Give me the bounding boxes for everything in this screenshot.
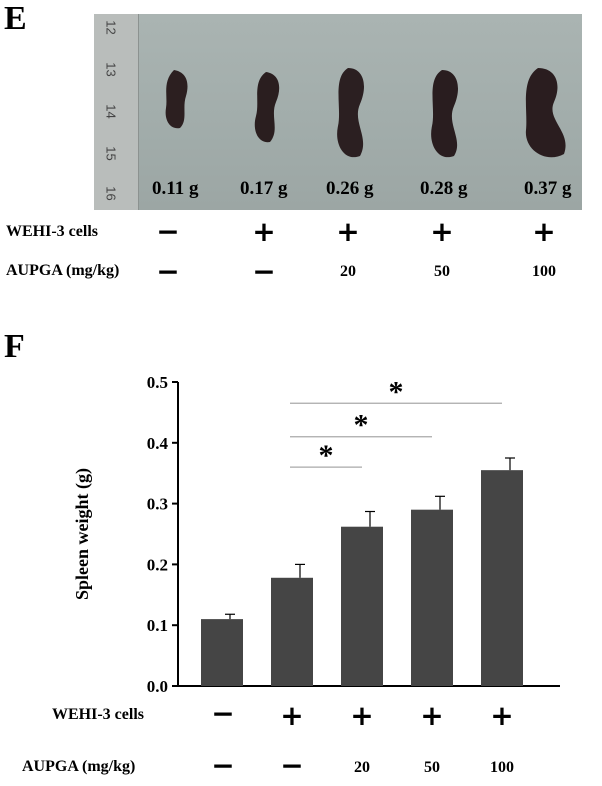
aupga-dose: −: [156, 255, 180, 288]
y-tick-label: 0.4: [147, 434, 169, 453]
chart-bars: [201, 457, 523, 686]
spleen-5: [525, 68, 566, 158]
aupga-dose: 20: [340, 263, 356, 280]
wehi-row-label: WEHI-3 cells: [6, 223, 98, 240]
ruler-number: 14: [103, 104, 119, 119]
aupga-dose-f: 100: [490, 759, 514, 776]
significance-star: *: [319, 439, 334, 472]
panel-f-label: F: [4, 328, 25, 365]
spleen-photo: 12 13 14 15 16 0.11 g 0.17 g 0.26 g 0.28…: [94, 14, 582, 210]
wehi-sign: +: [430, 215, 454, 248]
weight-label: 0.28 g: [420, 178, 468, 199]
wehi-sign-f: +: [350, 699, 374, 732]
spleen-4: [431, 70, 458, 158]
aupga-dose-f: 20: [354, 759, 370, 776]
weight-label: 0.17 g: [240, 178, 288, 199]
significance-star: *: [389, 375, 404, 408]
aupga-dose-f: −: [211, 749, 235, 782]
y-tick-label: 0.3: [147, 495, 168, 514]
weight-label: 0.26 g: [326, 178, 374, 199]
spleen-3: [337, 68, 364, 158]
y-tick-label: 0.1: [147, 616, 168, 635]
ruler-number: 13: [103, 62, 119, 77]
y-axis-title: Spleen weight (g): [72, 468, 93, 600]
aupga-row-label: AUPGA (mg/kg): [6, 262, 120, 279]
ruler: 12 13 14 15 16: [94, 14, 139, 210]
aupga-dose-f: 50: [424, 759, 440, 776]
aupga-dose: 100: [532, 263, 556, 280]
wehi-sign: +: [336, 215, 360, 248]
bar: [411, 509, 453, 686]
wehi-sign-f: +: [280, 699, 304, 732]
bar: [341, 526, 383, 686]
bar: [481, 470, 523, 686]
bar: [201, 619, 243, 686]
ruler-number: 12: [103, 20, 119, 35]
y-tick-label: 0.2: [147, 555, 168, 574]
wehi-sign-f: +: [490, 699, 514, 732]
aupga-row-label-f: AUPGA (mg/kg): [22, 758, 136, 775]
aupga-dose: 50: [434, 263, 450, 280]
wehi-sign: +: [252, 215, 276, 248]
weight-label: 0.37 g: [524, 178, 572, 199]
aupga-dose-f: −: [280, 749, 304, 782]
significance-star: *: [354, 409, 369, 442]
wehi-row-label-f: WEHI-3 cells: [52, 706, 144, 723]
weight-label: 0.11 g: [152, 178, 199, 199]
wehi-sign: −: [156, 215, 180, 248]
bar: [271, 577, 313, 686]
significance-markers: * * *: [290, 375, 502, 472]
wehi-sign: +: [532, 215, 556, 248]
spleen-1: [165, 70, 188, 129]
spleen-weight-bar-chart: 0.0 0.1 0.2 0.3 0.4 0.5 * * * Spleen weight (g): [72, 373, 560, 696]
aupga-dose: −: [252, 255, 276, 288]
y-tick-label: 0.0: [147, 677, 168, 696]
y-tick-label: 0.5: [147, 373, 168, 392]
ruler-number: 15: [103, 146, 119, 161]
panel-e-label: E: [4, 0, 27, 37]
wehi-sign-f: +: [420, 699, 444, 732]
spleen-2: [254, 72, 280, 143]
ruler-number: 16: [103, 186, 119, 201]
wehi-sign-f: −: [211, 697, 235, 730]
